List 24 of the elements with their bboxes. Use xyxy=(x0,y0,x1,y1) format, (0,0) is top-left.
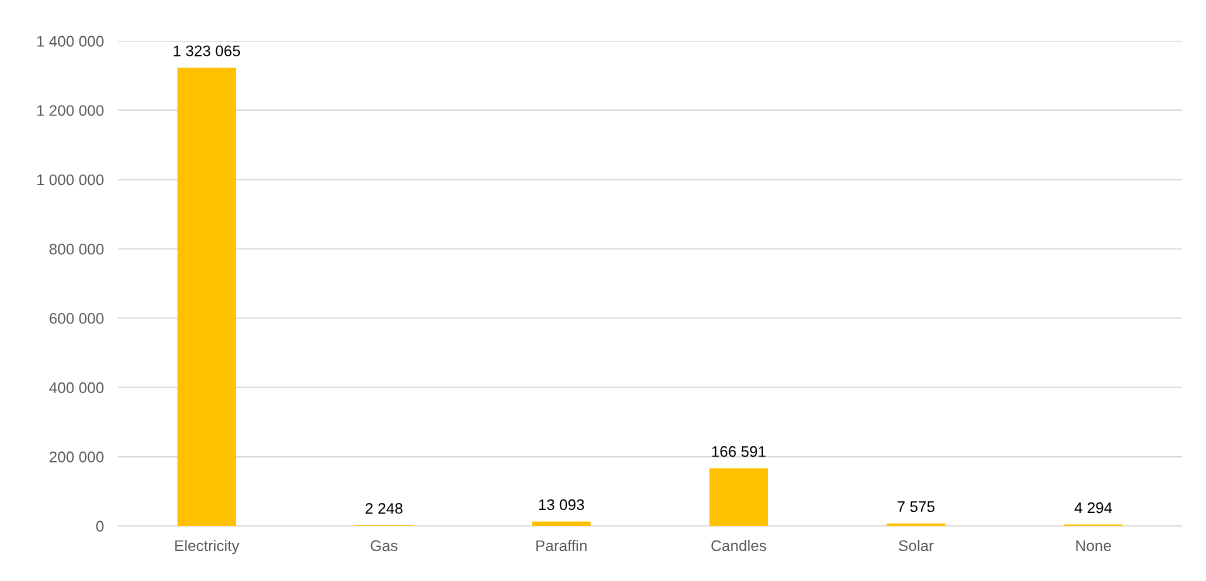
x-tick-label: Paraffin xyxy=(536,539,587,552)
data-label: 4 294 xyxy=(1074,502,1112,514)
x-tick-label: None xyxy=(1076,540,1111,552)
data-label: 166 591 xyxy=(712,446,766,457)
bar xyxy=(532,521,591,526)
bar xyxy=(886,523,946,526)
y-tick-label: 400 000 xyxy=(49,382,104,394)
x-tick-label: Candles xyxy=(711,539,767,552)
y-tick-label: 0 xyxy=(96,520,104,532)
data-label: 2 248 xyxy=(365,503,403,514)
data-label: 7 575 xyxy=(897,501,935,513)
y-tick-label: 200 000 xyxy=(49,451,104,463)
bar xyxy=(177,67,236,526)
bar xyxy=(709,468,768,526)
x-tick-label: Electricity xyxy=(175,539,240,555)
x-tick-label: Gas xyxy=(370,540,398,552)
y-tick-label: 800 000 xyxy=(49,243,104,255)
data-label: 1 323 065 xyxy=(173,45,241,57)
y-tick-label: 600 000 xyxy=(49,313,104,324)
y-tick-label: 1 200 000 xyxy=(37,105,104,116)
x-tick-label: Solar xyxy=(898,539,934,552)
y-tick-label: 1 000 000 xyxy=(37,174,104,186)
y-tick-label: 1 400 000 xyxy=(37,35,104,47)
data-label: 13 093 xyxy=(539,499,585,511)
